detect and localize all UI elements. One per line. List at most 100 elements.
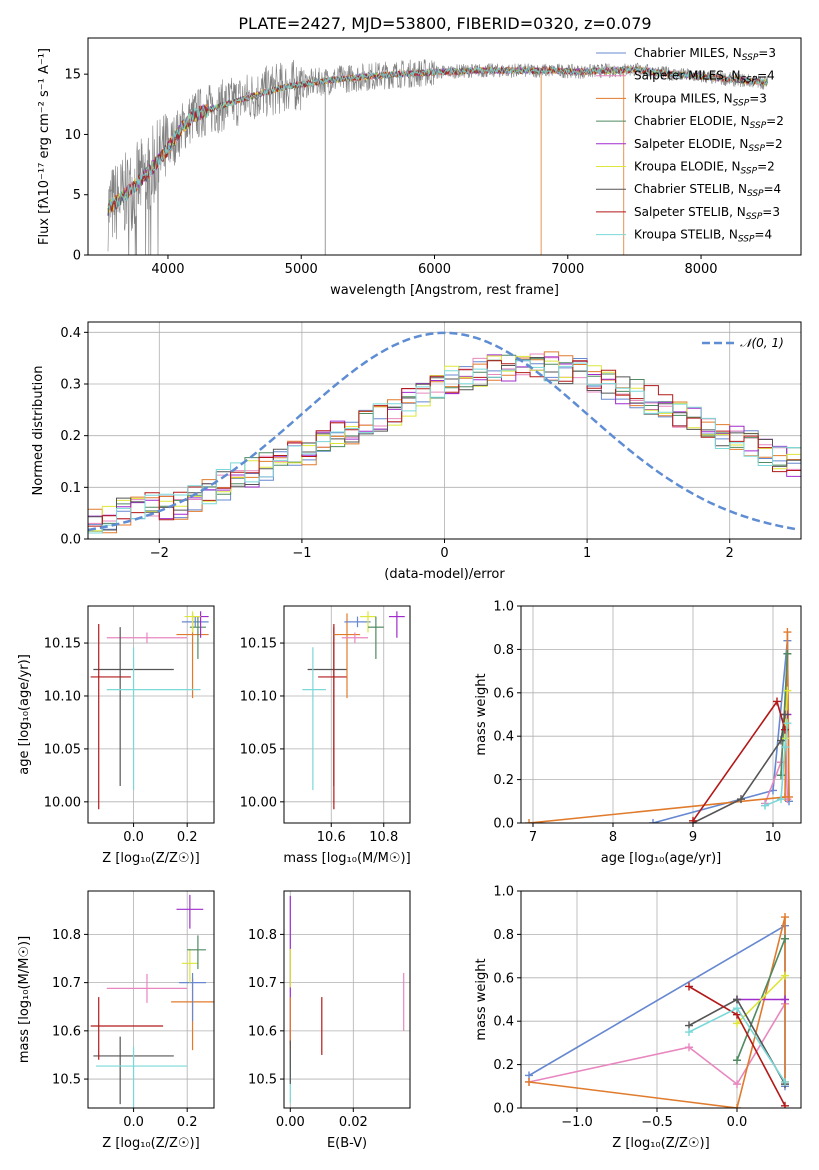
x-tick-label: 8 bbox=[609, 830, 617, 845]
y-tick-label: 0.0 bbox=[493, 1102, 514, 1117]
x-tick-label: 9 bbox=[689, 830, 697, 845]
y-tick-label: 0.2 bbox=[493, 1058, 514, 1073]
y-tick-label: 0.6 bbox=[493, 971, 514, 986]
histogram-step bbox=[88, 351, 801, 539]
legend-entry-main: Kroupa MILES, N bbox=[634, 91, 733, 105]
legend-entry-main: Kroupa ELODIE, N bbox=[634, 160, 741, 174]
y-tick-label: 0.8 bbox=[493, 928, 514, 943]
legend-entry-main: Salpeter MILES, N bbox=[634, 69, 741, 83]
legend-entry-sub: SSP bbox=[750, 121, 767, 131]
axes-frame bbox=[283, 605, 411, 824]
x-tick-label: 10.6 bbox=[317, 830, 346, 845]
x-axis-label: (data-model)/error bbox=[384, 567, 505, 582]
weight-marker bbox=[781, 934, 789, 943]
y-axis-label: Normed distribution bbox=[31, 366, 46, 496]
weight-marker bbox=[781, 1077, 789, 1086]
weight-marker bbox=[733, 1104, 741, 1108]
y-tick-label: 15 bbox=[64, 68, 81, 83]
weight-marker bbox=[773, 697, 781, 706]
weight-marker bbox=[785, 792, 793, 801]
y-axis-label: mass weight bbox=[474, 958, 489, 1040]
x-tick-label: 0.0 bbox=[123, 830, 144, 845]
weight-marker bbox=[737, 795, 745, 804]
legend: Chabrier MILES, NSSP=3 Salpeter MILES, N S… bbox=[596, 46, 784, 245]
y-tick-label: 0.0 bbox=[60, 533, 81, 548]
x-tick-label: 0.2 bbox=[177, 830, 198, 845]
legend-entry: Chabrier STELIB, NSSP=4 bbox=[634, 182, 781, 199]
weight-marker bbox=[733, 1019, 741, 1028]
x-tick-label: 7 bbox=[529, 830, 537, 845]
legend-entry: Salpeter ELODIE, NSSP=2 bbox=[634, 137, 783, 154]
legend-entry-tail: =4 bbox=[764, 182, 782, 196]
legend-entry-main: Salpeter STELIB, N bbox=[634, 205, 746, 219]
plot-area bbox=[107, 59, 769, 255]
weight-marker bbox=[685, 1043, 693, 1052]
axes-frame bbox=[283, 890, 411, 1109]
weight-marker bbox=[525, 819, 533, 823]
weight-marker bbox=[783, 719, 792, 728]
y-tick-label: 10.10 bbox=[240, 689, 277, 704]
legend-entry: Chabrier MILES, NSSP=3 bbox=[634, 46, 776, 63]
legend-entry-tail: =3 bbox=[749, 91, 767, 105]
y-tick-label: 0.6 bbox=[493, 686, 514, 701]
x-tick-label: 0.2 bbox=[177, 1115, 198, 1130]
y-tick-label: 10.5 bbox=[248, 1073, 277, 1088]
x-tick-label: 0.0 bbox=[727, 1115, 748, 1130]
y-tick-label: 0 bbox=[73, 249, 81, 264]
y-tick-label: 10.8 bbox=[248, 928, 277, 943]
y-tick-label: 10.5 bbox=[52, 1073, 81, 1088]
x-tick-label: 0.00 bbox=[276, 1115, 305, 1130]
legend-entry-main: Chabrier ELODIE, N bbox=[634, 114, 750, 128]
weight-marker bbox=[733, 1056, 741, 1065]
axes-frame bbox=[87, 37, 802, 256]
weight-marker bbox=[781, 971, 789, 980]
axes-frame bbox=[520, 890, 802, 1109]
legend-entry: 𝒩(0, 1) bbox=[740, 336, 784, 350]
weight-line bbox=[528, 631, 790, 823]
weight-marker bbox=[777, 795, 785, 804]
x-axis-label: E(B-V) bbox=[327, 1136, 367, 1151]
x-tick-label: −0.5 bbox=[641, 1115, 673, 1130]
y-tick-label: 0.2 bbox=[60, 429, 81, 444]
panel-mass_vs_Z: 0.0 0.2 10.5 10.6 10.7 10.8 Z [log₁₀(Z/Z☉)] mas… bbox=[17, 890, 215, 1151]
panel-spectrum: 4000 5000 6000 7000 8000 0 5 10 15 wavelength [An… bbox=[37, 37, 802, 298]
legend-entry-tail: =3 bbox=[758, 46, 776, 60]
weight-marker bbox=[781, 995, 789, 1004]
normal-curve bbox=[88, 331, 799, 532]
plot-area bbox=[289, 895, 405, 1104]
y-tick-label: 10.7 bbox=[52, 976, 81, 991]
legend-entry: Salpeter STELIB, NSSP=3 bbox=[634, 205, 780, 222]
y-axis-label: age [log₁₀(age/yr)] bbox=[17, 654, 32, 775]
histogram-step bbox=[88, 358, 801, 539]
figure-title: PLATE=2427, MJD=53800, FIBERID=0320, z=0… bbox=[238, 14, 651, 33]
axes-frame bbox=[520, 605, 802, 824]
weight-marker bbox=[781, 710, 789, 719]
weight-marker bbox=[777, 736, 785, 745]
plot-area bbox=[90, 611, 209, 810]
y-tick-label: 0.4 bbox=[493, 730, 514, 745]
weight-marker bbox=[649, 819, 657, 823]
model-line bbox=[107, 65, 769, 210]
panel-mass_weight_vs_age: 7 8 9 10 0.0 0.2 0.4 0.6 0.8 1.0 age [log₁₀(age/yr… bbox=[474, 600, 802, 866]
x-axis-label: wavelength [Angstrom, rest frame] bbox=[330, 283, 559, 298]
panel-age_vs_mass: 10.6 10.8 10.00 10.05 10.10 10.15 mass [log₁₀(… bbox=[240, 605, 411, 866]
x-axis-label: Z [log₁₀(Z/Z☉)] bbox=[102, 851, 199, 866]
weight-marker bbox=[733, 1080, 741, 1089]
histogram-step bbox=[88, 357, 801, 539]
y-tick-label: 0.4 bbox=[60, 326, 81, 341]
y-tick-label: 10 bbox=[64, 128, 81, 143]
legend-entry-sub: SSP bbox=[748, 144, 765, 154]
y-tick-label: 10.05 bbox=[240, 742, 277, 757]
plot-area bbox=[90, 894, 214, 1108]
weight-line bbox=[736, 975, 786, 1024]
weight-marker bbox=[781, 725, 789, 734]
weight-marker bbox=[525, 1077, 533, 1086]
plot-area bbox=[525, 628, 793, 823]
panel-mass_vs_EBV: 0.00 0.02 10.5 10.6 10.7 10.8 E(B-V) bbox=[248, 890, 411, 1151]
legend-entry-tail: =2 bbox=[765, 137, 783, 151]
x-tick-label: 8000 bbox=[684, 262, 717, 277]
weight-marker bbox=[761, 801, 769, 810]
y-tick-label: 10.7 bbox=[248, 976, 277, 991]
